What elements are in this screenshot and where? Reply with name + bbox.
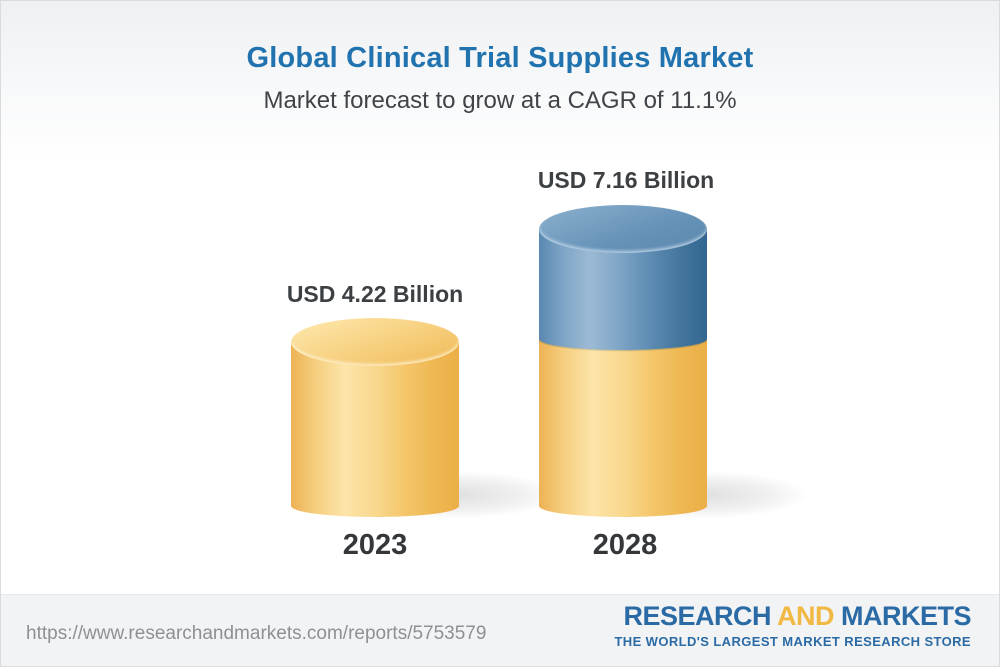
logo-wordmark: RESEARCH AND MARKETS	[614, 602, 971, 630]
value-label-2028: USD 7.16 Billion	[537, 167, 715, 193]
research-and-markets-logo: RESEARCH AND MARKETS THE WORLD'S LARGEST…	[614, 602, 971, 650]
x-axis-label-2028: 2028	[592, 529, 658, 561]
bar-2023-cylinder-bottom-cap	[291, 495, 459, 517]
bar-2023-cylinder-side	[291, 342, 459, 506]
chart-title: Global Clinical Trial Supplies Market	[246, 42, 754, 74]
chart-subtitle: Market forecast to grow at a CAGR of 11.…	[263, 87, 737, 114]
footer-bar: https://www.researchandmarkets.com/repor…	[1, 594, 999, 666]
logo-tagline: THE WORLD'S LARGEST MARKET RESEARCH STOR…	[614, 634, 971, 650]
bar-2023-cylinder-top-cap	[291, 318, 459, 366]
x-axis-label-2023: 2023	[342, 529, 408, 561]
bar-2028-cylinder-top-cap	[539, 205, 707, 253]
logo-word-research: RESEARCH	[623, 601, 771, 631]
logo-word-markets: MARKETS	[841, 601, 972, 631]
value-label-2023: USD 4.22 Billion	[286, 281, 464, 307]
logo-word-and: AND	[776, 601, 835, 631]
report-url: https://www.researchandmarkets.com/repor…	[26, 623, 487, 644]
bar-2028-gold-segment-side	[539, 339, 707, 506]
bar-2028-cylinder-bottom-cap	[539, 495, 707, 517]
